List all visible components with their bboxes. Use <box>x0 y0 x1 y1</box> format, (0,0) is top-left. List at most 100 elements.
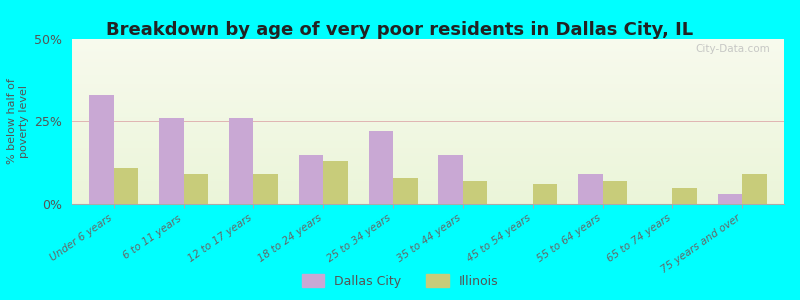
Legend: Dallas City, Illinois: Dallas City, Illinois <box>302 274 498 288</box>
Bar <box>72 93 784 95</box>
Bar <box>299 154 323 204</box>
Bar <box>72 82 784 83</box>
Bar <box>72 46 784 47</box>
Bar <box>72 69 784 70</box>
Bar <box>72 100 784 102</box>
Bar <box>72 44 784 46</box>
Bar <box>72 49 784 50</box>
Bar <box>72 163 784 164</box>
Bar <box>72 171 784 172</box>
Bar <box>72 176 784 178</box>
Bar <box>72 169 784 171</box>
Bar <box>72 47 784 49</box>
Bar <box>72 70 784 72</box>
Bar <box>672 188 697 204</box>
Bar <box>72 105 784 106</box>
Bar <box>72 194 784 196</box>
Bar <box>72 60 784 62</box>
Bar <box>72 77 784 79</box>
Bar <box>72 174 784 176</box>
Bar <box>229 118 254 204</box>
Bar <box>578 174 602 204</box>
Bar <box>72 39 784 40</box>
Bar <box>72 52 784 54</box>
Bar <box>72 141 784 143</box>
Bar <box>72 110 784 112</box>
Bar <box>72 112 784 113</box>
Text: Breakdown by age of very poor residents in Dallas City, IL: Breakdown by age of very poor residents … <box>106 21 694 39</box>
Bar <box>72 128 784 130</box>
Bar <box>72 120 784 122</box>
Text: City-Data.com: City-Data.com <box>695 44 770 54</box>
Bar <box>72 182 784 184</box>
Bar <box>72 191 784 193</box>
Bar <box>72 189 784 191</box>
Bar <box>72 140 784 141</box>
Bar <box>72 133 784 135</box>
Bar <box>72 113 784 115</box>
Bar <box>72 85 784 87</box>
Bar <box>72 158 784 159</box>
Bar <box>72 153 784 154</box>
Bar <box>72 56 784 57</box>
Bar <box>72 130 784 131</box>
Bar <box>72 179 784 181</box>
Bar <box>72 83 784 85</box>
Bar <box>72 181 784 182</box>
Bar <box>72 87 784 88</box>
Bar <box>369 131 393 204</box>
Bar <box>72 54 784 56</box>
Bar <box>72 80 784 82</box>
Bar <box>72 123 784 125</box>
Bar <box>184 174 208 204</box>
Bar <box>72 131 784 133</box>
Bar <box>533 184 557 204</box>
Bar <box>72 143 784 145</box>
Bar <box>718 194 742 204</box>
Bar <box>72 88 784 90</box>
Bar <box>72 125 784 126</box>
Bar <box>393 178 418 204</box>
Bar <box>72 199 784 201</box>
Bar <box>438 154 463 204</box>
Bar <box>72 106 784 108</box>
Bar <box>72 115 784 116</box>
Bar <box>72 197 784 199</box>
Bar <box>72 67 784 69</box>
Bar <box>72 102 784 103</box>
Bar <box>72 116 784 118</box>
Bar <box>72 122 784 123</box>
Bar <box>72 159 784 161</box>
Bar <box>72 118 784 120</box>
Bar <box>72 196 784 197</box>
Bar <box>463 181 487 204</box>
Bar <box>602 181 627 204</box>
Bar <box>72 201 784 202</box>
Bar <box>72 95 784 97</box>
Bar <box>72 154 784 156</box>
Bar <box>72 166 784 168</box>
Bar <box>90 95 114 204</box>
Bar <box>72 72 784 74</box>
Bar <box>72 135 784 136</box>
Bar <box>114 168 138 204</box>
Bar <box>72 75 784 77</box>
Bar <box>72 148 784 149</box>
Bar <box>72 126 784 128</box>
Bar <box>72 138 784 140</box>
Bar <box>72 59 784 60</box>
Bar <box>72 79 784 80</box>
Bar <box>72 90 784 92</box>
Bar <box>72 136 784 138</box>
Bar <box>72 146 784 148</box>
Bar <box>72 103 784 105</box>
Bar <box>72 188 784 189</box>
Bar <box>72 57 784 59</box>
Bar <box>72 168 784 169</box>
Bar <box>72 149 784 151</box>
Bar <box>72 65 784 67</box>
Bar <box>72 50 784 52</box>
Bar <box>72 186 784 188</box>
Bar <box>72 98 784 100</box>
Bar <box>72 172 784 174</box>
